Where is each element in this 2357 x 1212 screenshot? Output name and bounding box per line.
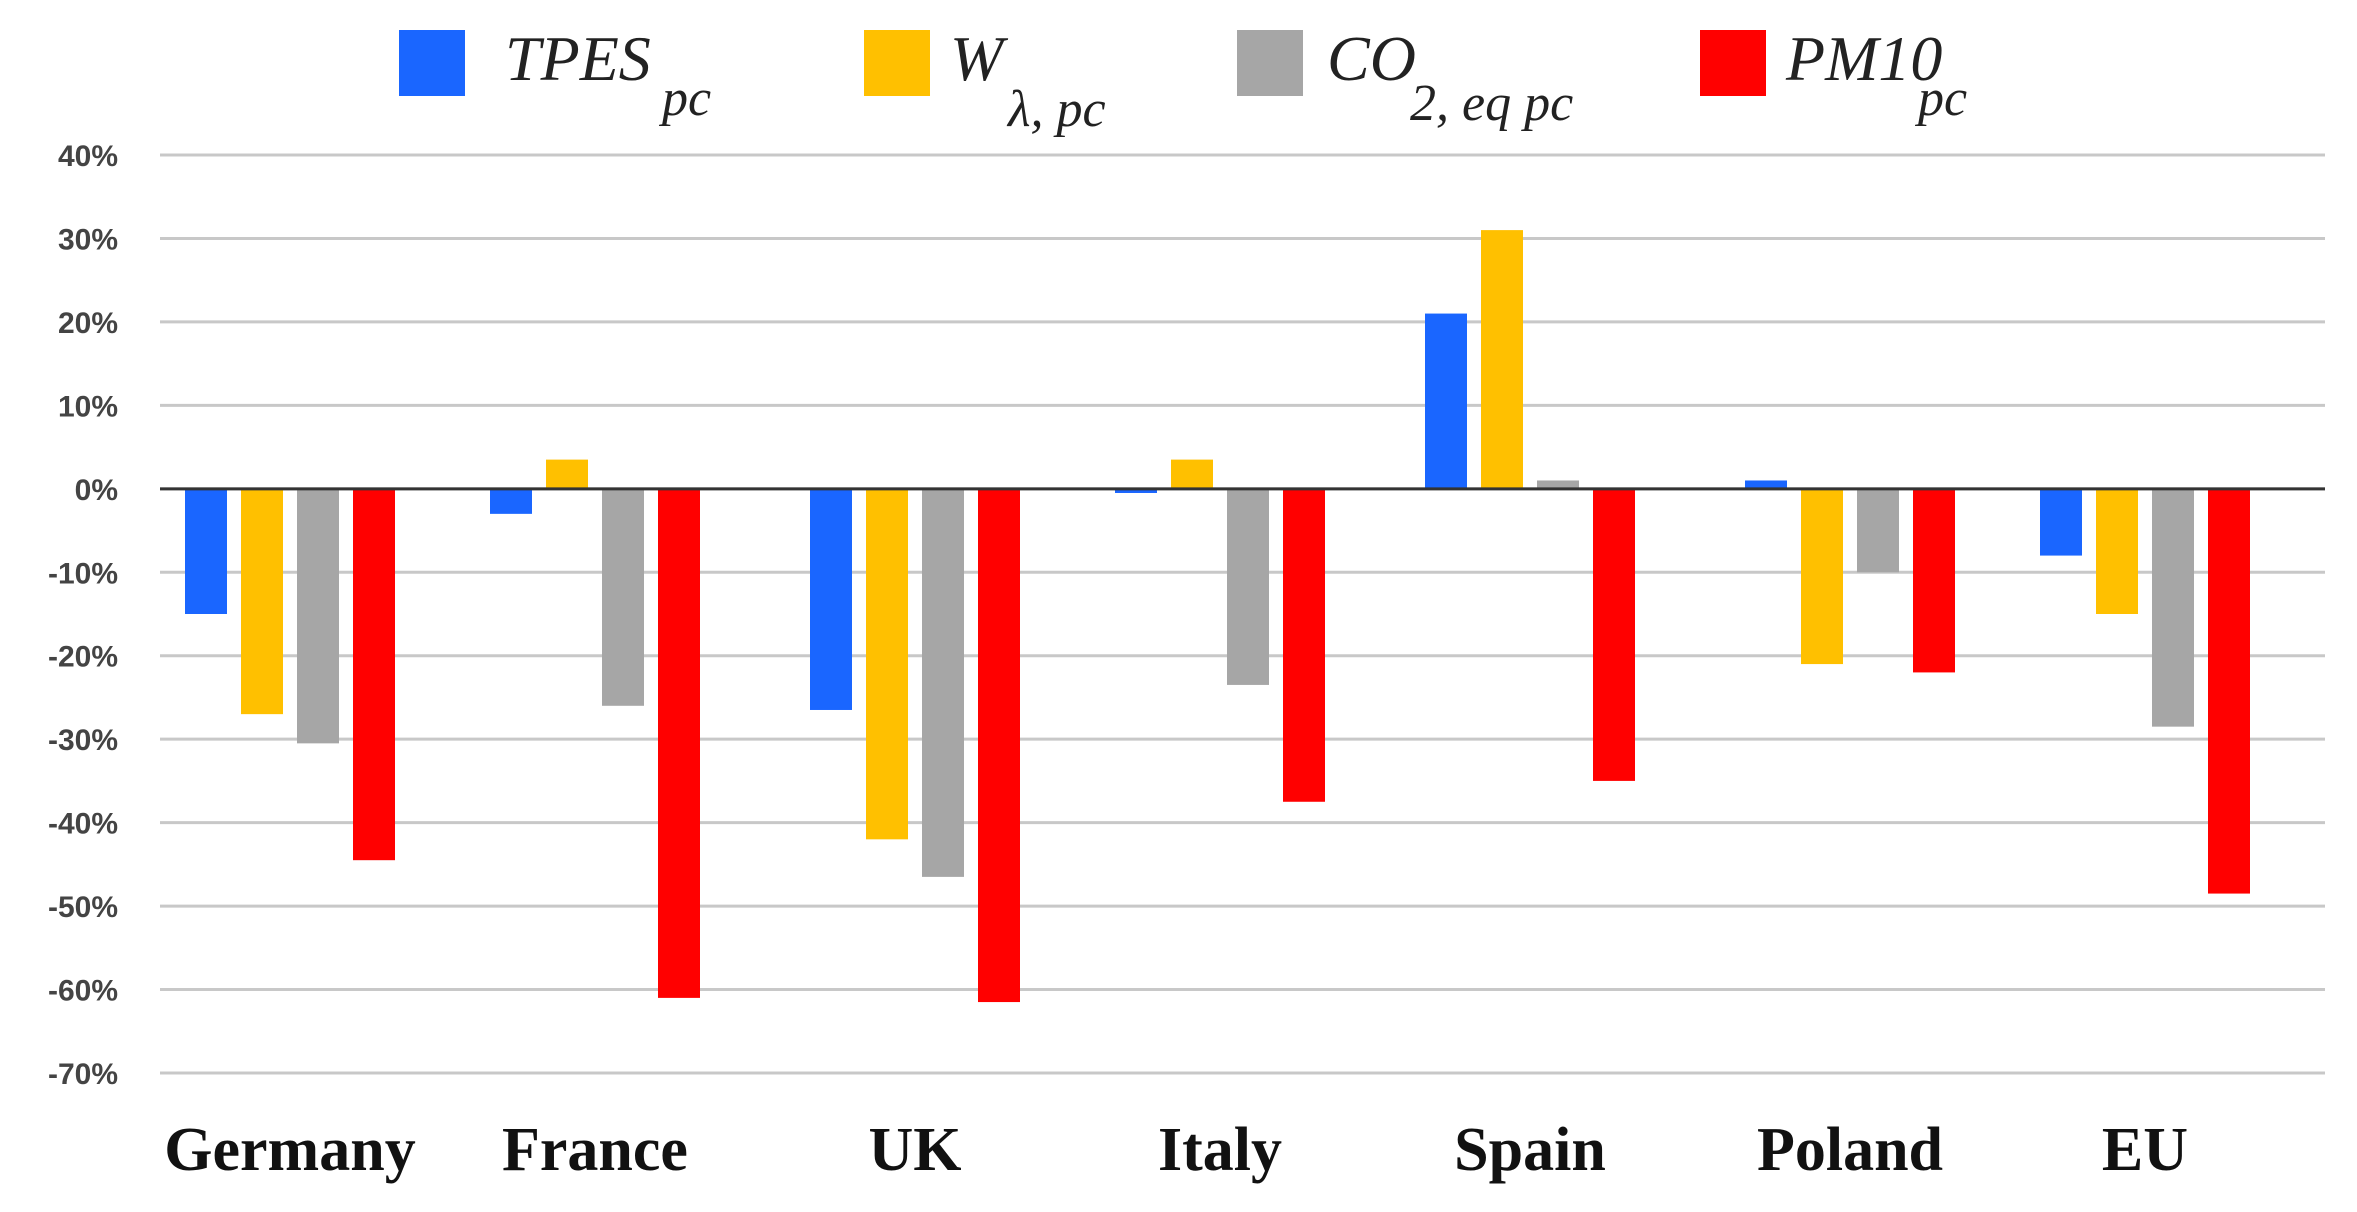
bar-pm10-poland [1913, 488, 1955, 673]
x-category-label: UK [869, 1116, 962, 1184]
bar-tpes-spain [1425, 313, 1467, 489]
x-category-label: Italy [1158, 1116, 1282, 1184]
legend-label-tpes: TPES [505, 23, 651, 94]
x-category-label: Germany [164, 1116, 415, 1184]
x-axis-categories: Germany France UK Italy Spain Poland EU [164, 1116, 2188, 1184]
legend-label-w: W [950, 23, 1009, 94]
bar-w-poland [1801, 488, 1843, 665]
bar-tpes-eu [2040, 488, 2082, 556]
bar-co-germany [297, 488, 339, 744]
legend-item-w: W λ, pc [864, 23, 1106, 138]
y-tick-label: -70% [48, 1058, 118, 1091]
bars [185, 230, 2250, 1003]
bar-co-france [602, 488, 644, 706]
legend-label-pm10: PM10 [1785, 23, 1942, 94]
y-tick-label: 30% [58, 223, 118, 256]
y-tick-label: -40% [48, 808, 118, 841]
x-category-label: EU [2102, 1116, 2188, 1184]
legend: TPES pc W λ, pc CO 2, eq pc PM10 pc [399, 23, 1967, 138]
y-axis-ticks: 40% 30% 20% 10% 0% -10% -20% -30% -40% -50% -60% -7… [48, 140, 118, 1091]
bar-co-eu [2152, 488, 2194, 727]
bar-pm10-eu [2208, 488, 2250, 894]
y-tick-label: -10% [48, 557, 118, 590]
y-tick-label: 40% [58, 140, 118, 173]
bar-w-eu [2096, 488, 2138, 614]
x-category-label: France [502, 1116, 688, 1184]
bar-tpes-france [490, 488, 532, 514]
legend-item-tpes: TPES pc [399, 23, 711, 127]
bar-pm10-uk [978, 488, 1020, 1003]
bar-co-italy [1227, 488, 1269, 685]
bar-tpes-italy [1115, 488, 1157, 493]
bar-tpes-uk [810, 488, 852, 710]
bar-w-spain [1481, 230, 1523, 489]
legend-subscript-pm10: pc [1914, 70, 1967, 127]
legend-swatch-pm10 [1700, 30, 1766, 96]
y-tick-label: 10% [58, 390, 118, 423]
bar-tpes-germany [185, 488, 227, 614]
legend-swatch-co2 [1237, 30, 1303, 96]
legend-subscript-w: λ, pc [1006, 81, 1106, 138]
y-tick-label: -30% [48, 724, 118, 757]
y-tick-label: 20% [58, 307, 118, 340]
bar-pm10-france [658, 488, 700, 998]
legend-item-pm10: PM10 pc [1700, 23, 1967, 127]
legend-swatch-tpes [399, 30, 465, 96]
x-category-label: Spain [1454, 1116, 1606, 1184]
legend-swatch-w [864, 30, 930, 96]
bar-pm10-spain [1593, 488, 1635, 781]
y-tick-label: -50% [48, 891, 118, 924]
bar-co-uk [922, 488, 964, 877]
gridlines [160, 153, 2325, 1075]
x-category-label: Poland [1757, 1116, 1943, 1184]
bar-w-france [546, 459, 588, 489]
legend-label-co2: CO [1327, 23, 1416, 94]
y-tick-label: 0% [75, 474, 118, 507]
y-tick-label: -60% [48, 975, 118, 1008]
bar-co-poland [1857, 488, 1899, 573]
y-tick-label: -20% [48, 641, 118, 674]
bar-tpes-poland [1745, 480, 1787, 489]
bar-w-germany [241, 488, 283, 715]
bar-pm10-italy [1283, 488, 1325, 802]
bar-pm10-germany [353, 488, 395, 861]
legend-subscript-tpes: pc [658, 70, 711, 127]
bar-w-uk [866, 488, 908, 840]
bar-co-spain [1537, 480, 1579, 489]
bar-w-italy [1171, 459, 1213, 489]
legend-item-co2: CO 2, eq pc [1237, 23, 1573, 132]
legend-subscript-co2: 2, eq pc [1410, 75, 1573, 132]
